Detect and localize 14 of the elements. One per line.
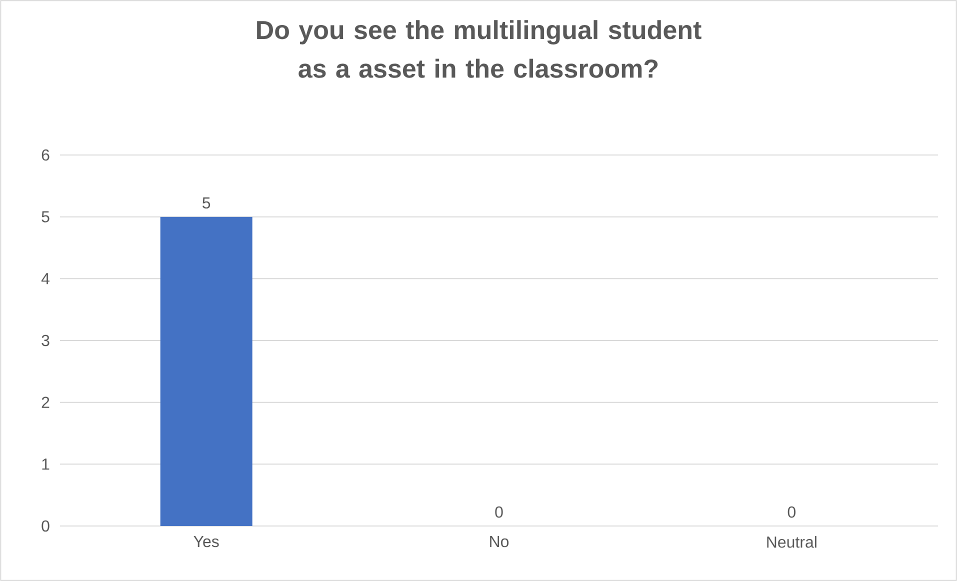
data-label: 0 bbox=[788, 506, 796, 518]
y-tick-label: 3 bbox=[42, 334, 50, 346]
x-tick-label: Yes bbox=[194, 536, 219, 548]
data-label: 5 bbox=[202, 197, 210, 209]
y-tick-label: 5 bbox=[42, 211, 50, 222]
y-tick-label: 2 bbox=[42, 396, 50, 408]
x-tick-label: Neutral bbox=[767, 536, 816, 548]
x-tick-label: No bbox=[490, 536, 509, 548]
y-tick-label: 0 bbox=[42, 520, 50, 532]
chart-title: Do you see the multilingual student as a asset in the classroom? bbox=[257, 20, 702, 78]
y-tick-label: 6 bbox=[42, 149, 50, 161]
y-tick-label: 1 bbox=[42, 458, 50, 470]
data-label: 0 bbox=[495, 506, 503, 518]
y-tick-label: 4 bbox=[41, 273, 50, 284]
